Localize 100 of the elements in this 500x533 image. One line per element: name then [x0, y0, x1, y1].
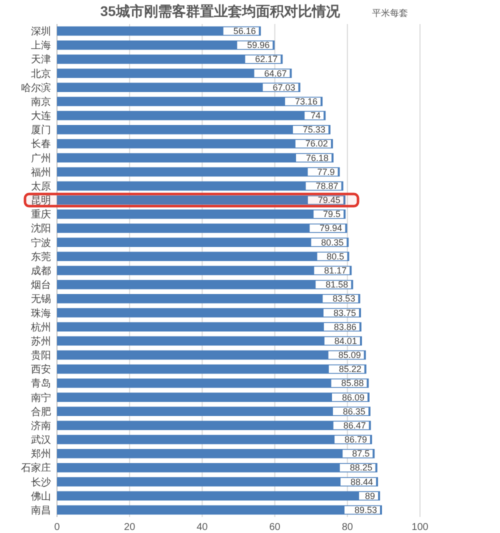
y-tick-label: 长春	[31, 138, 51, 150]
data-label: 67.03	[272, 82, 296, 92]
bar	[57, 448, 375, 458]
bar	[57, 294, 360, 304]
bar	[57, 336, 362, 346]
data-label: 76.18	[306, 152, 329, 163]
bar	[57, 124, 330, 134]
y-tick-label: 太原	[31, 180, 51, 192]
chart-subtitle: 平米每套	[372, 8, 408, 18]
x-tick-label: 100	[412, 522, 429, 533]
y-tick-label: 重庆	[31, 208, 51, 221]
data-label: 86.79	[344, 434, 368, 445]
data-label: 86.09	[342, 392, 365, 402]
y-tick-label: 西安	[31, 364, 51, 376]
bar	[57, 210, 346, 219]
y-tick-label: 青岛	[31, 378, 51, 390]
y-tick-label: 武汉	[31, 434, 51, 446]
bar	[57, 40, 275, 50]
data-label: 76.02	[305, 138, 328, 149]
y-tick-label: 佛山	[31, 490, 51, 502]
data-label: 80.5	[326, 251, 344, 262]
bar	[57, 308, 362, 318]
y-tick-label: 无锡	[31, 294, 51, 306]
y-tick-label: 沈阳	[31, 222, 51, 235]
y-tick-label: 贵阳	[31, 350, 51, 362]
data-label: 78.87	[316, 180, 338, 191]
y-tick-label: 上海	[31, 40, 51, 52]
x-tick-label: 80	[342, 522, 354, 533]
y-tick-label: 烟台	[31, 279, 51, 292]
y-tick-label: 哈尔滨	[21, 82, 51, 94]
y-tick-label: 宁波	[31, 236, 51, 249]
chart-title: 35城市刚需客群置业套均面积对比情况	[100, 3, 341, 19]
data-label: 77.9	[317, 166, 335, 177]
y-tick-label: 南京	[31, 96, 51, 108]
data-label: 80.35	[321, 237, 344, 248]
bar	[57, 477, 378, 486]
bar	[57, 378, 369, 388]
y-tick-label: 天津	[31, 54, 51, 66]
y-tick-label: 广州	[31, 152, 51, 164]
data-label: 85.88	[341, 378, 364, 388]
y-tick-label: 郑州	[31, 448, 51, 460]
y-tick-label: 石家庄	[21, 462, 51, 474]
y-tick-label: 济南	[31, 420, 51, 432]
data-label: 64.67	[264, 68, 287, 78]
data-label: 59.96	[247, 40, 270, 50]
data-label: 74	[310, 110, 321, 121]
bar	[57, 392, 370, 402]
y-tick-label: 南昌	[31, 504, 51, 516]
data-label: 79.94	[320, 223, 342, 234]
x-tick-label: 40	[196, 522, 208, 533]
bar	[57, 54, 283, 64]
y-tick-label: 珠海	[31, 307, 51, 320]
data-label: 89.53	[354, 504, 377, 515]
bar	[57, 139, 333, 148]
data-label: 79.5	[323, 209, 341, 220]
data-label: 83.53	[332, 294, 356, 304]
y-tick-label: 昆明	[31, 196, 51, 207]
x-tick-label: 20	[124, 522, 136, 533]
y-tick-label: 大连	[31, 110, 51, 122]
data-label: 86.47	[343, 420, 366, 430]
y-tick-label: 长沙	[31, 476, 51, 488]
data-label: 86.35	[342, 406, 366, 416]
data-label: 73.16	[295, 96, 318, 106]
data-label: 56.16	[233, 26, 256, 36]
bar	[57, 491, 380, 501]
y-tick-label: 苏州	[31, 335, 51, 348]
y-tick-label: 北京	[31, 68, 51, 80]
bar	[57, 266, 352, 276]
bar	[57, 434, 372, 444]
bar	[57, 82, 300, 92]
bar	[57, 110, 326, 120]
y-tick-label: 厦门	[31, 124, 51, 136]
bar	[57, 224, 348, 233]
y-tick-label: 成都	[31, 265, 51, 277]
y-tick-label: 南宁	[31, 392, 51, 404]
bar	[57, 420, 371, 430]
bar	[57, 68, 292, 78]
data-label: 75.33	[302, 124, 326, 135]
data-label: 83.86	[334, 322, 356, 332]
bar	[57, 181, 344, 191]
bar	[57, 364, 366, 374]
data-label: 88.44	[350, 476, 374, 487]
bar	[57, 238, 349, 247]
data-label: 87.5	[352, 448, 370, 459]
bar	[57, 406, 370, 416]
bar	[57, 463, 378, 472]
data-label: 84.01	[334, 336, 357, 346]
data-label: 79.45	[318, 195, 340, 206]
bar	[57, 167, 340, 177]
x-tick-label: 60	[269, 522, 281, 533]
data-label: 88.25	[350, 462, 372, 473]
y-tick-label: 深圳	[31, 26, 51, 38]
y-tick-label: 东莞	[31, 250, 51, 263]
y-tick-label: 合肥	[31, 406, 51, 418]
data-label: 62.17	[255, 54, 278, 64]
data-label: 81.17	[324, 266, 347, 276]
data-label: 81.58	[326, 280, 348, 290]
bar	[57, 252, 350, 262]
y-tick-label: 福州	[31, 166, 51, 178]
data-label: 85.09	[338, 350, 361, 360]
